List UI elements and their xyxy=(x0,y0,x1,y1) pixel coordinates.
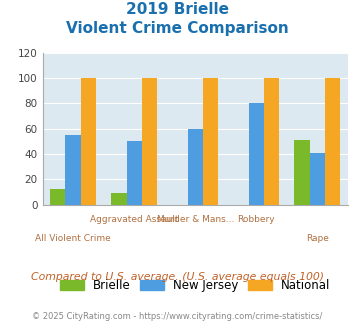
Bar xyxy=(325,78,340,205)
Text: © 2025 CityRating.com - https://www.cityrating.com/crime-statistics/: © 2025 CityRating.com - https://www.city… xyxy=(32,312,323,321)
Bar xyxy=(310,153,325,205)
Text: Aggravated Assault: Aggravated Assault xyxy=(90,214,179,223)
Bar xyxy=(203,78,218,205)
Text: All Violent Crime: All Violent Crime xyxy=(35,234,111,243)
Bar xyxy=(294,140,310,205)
Text: Robbery: Robbery xyxy=(237,214,275,223)
Bar xyxy=(50,189,66,205)
Text: Compared to U.S. average. (U.S. average equals 100): Compared to U.S. average. (U.S. average … xyxy=(31,272,324,282)
Bar xyxy=(81,78,96,205)
Bar xyxy=(188,129,203,205)
Bar xyxy=(126,141,142,205)
Text: 2019 Brielle: 2019 Brielle xyxy=(126,2,229,16)
Text: Rape: Rape xyxy=(306,234,329,243)
Bar xyxy=(66,135,81,205)
Text: Violent Crime Comparison: Violent Crime Comparison xyxy=(66,21,289,36)
Bar xyxy=(142,78,157,205)
Bar xyxy=(111,193,126,205)
Legend: Brielle, New Jersey, National: Brielle, New Jersey, National xyxy=(55,274,335,297)
Bar xyxy=(264,78,279,205)
Bar xyxy=(248,103,264,205)
Text: Murder & Mans...: Murder & Mans... xyxy=(157,214,234,223)
